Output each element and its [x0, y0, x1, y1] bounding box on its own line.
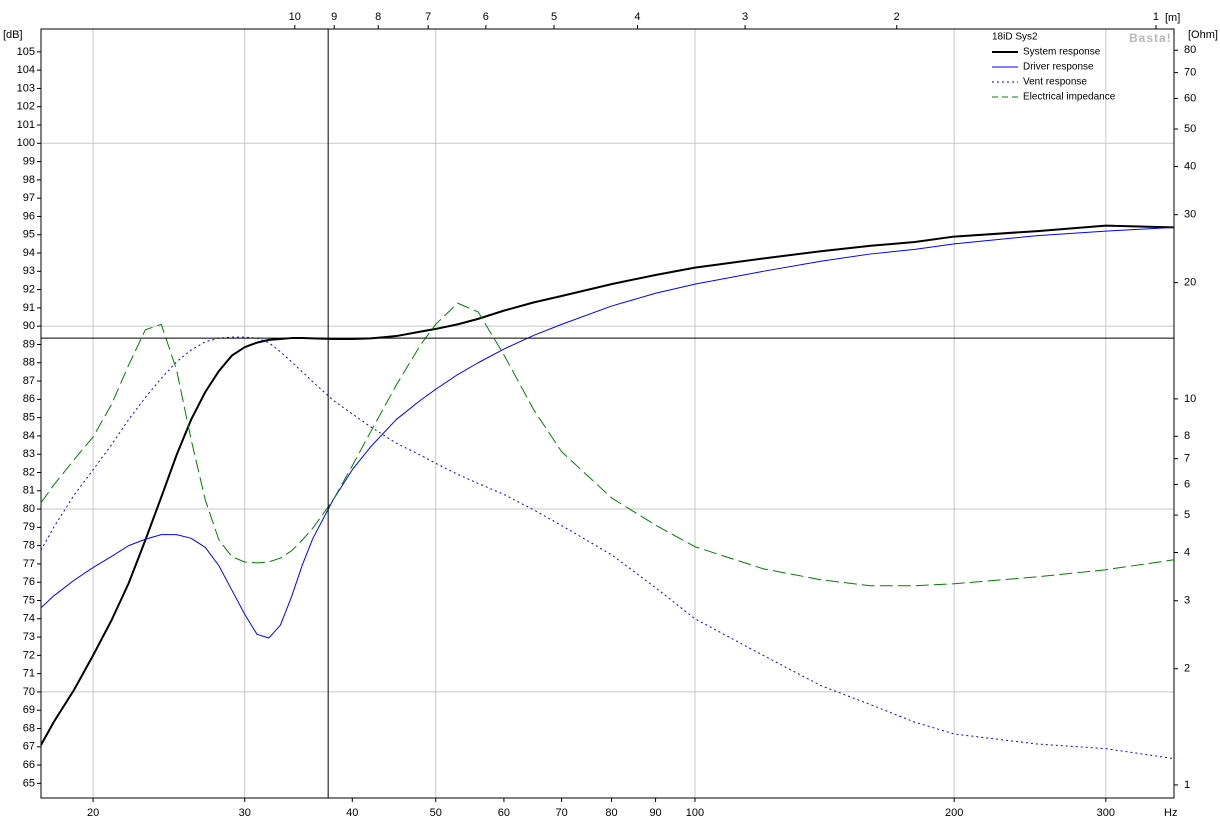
y-tick-label: 100	[17, 137, 35, 149]
y-tick-label: 71	[23, 668, 35, 680]
y2-tick-label: 6	[1184, 478, 1190, 490]
y2-tick-label: 40	[1184, 160, 1196, 172]
legend-title: 18iD Sys2	[992, 32, 1038, 43]
y-tick-label: 88	[23, 357, 35, 369]
x-tick-label: 80	[605, 807, 617, 819]
watermark: Basta!	[1129, 31, 1172, 45]
y-unit: [dB]	[3, 29, 23, 41]
y-tick-label: 98	[23, 174, 35, 186]
x-tick-label: 40	[346, 807, 358, 819]
y-tick-label: 89	[23, 338, 35, 350]
x2-tick-label: 7	[425, 11, 431, 23]
y-tick-label: 87	[23, 375, 35, 387]
y-tick-label: 92	[23, 284, 35, 296]
y2-tick-label: 20	[1184, 277, 1196, 289]
series-line	[40, 226, 1175, 639]
y2-tick-label: 50	[1184, 123, 1196, 135]
y-tick-label: 72	[23, 649, 35, 661]
y2-tick-label: 30	[1184, 209, 1196, 221]
y-tick-label: 77	[23, 558, 35, 570]
y-tick-label: 85	[23, 412, 35, 424]
x2-tick-label: 4	[634, 11, 640, 23]
series-line	[40, 302, 1175, 587]
x-tick-label: 100	[686, 807, 704, 819]
y2-tick-label: 7	[1184, 453, 1190, 465]
legend-label: System response	[1023, 47, 1101, 58]
y-tick-label: 82	[23, 466, 35, 478]
y-tick-label: 70	[23, 686, 35, 698]
x2-unit: [m]	[1165, 12, 1180, 24]
y2-tick-label: 1	[1184, 779, 1190, 791]
x-tick-label: 300	[1097, 807, 1115, 819]
y2-tick-label: 60	[1184, 92, 1196, 104]
x-tick-label: 30	[239, 807, 251, 819]
y-tick-label: 80	[23, 503, 35, 515]
x2-tick-label: 1	[1153, 11, 1159, 23]
y-tick-label: 90	[23, 320, 35, 332]
x2-tick-label: 2	[894, 11, 900, 23]
x2-tick-label: 5	[551, 11, 557, 23]
y-tick-label: 94	[23, 247, 35, 259]
y-tick-label: 91	[23, 302, 35, 314]
y-tick-label: 73	[23, 631, 35, 643]
y-tick-label: 86	[23, 393, 35, 405]
y-tick-label: 75	[23, 594, 35, 606]
y2-tick-label: 3	[1184, 595, 1190, 607]
y-tick-label: 79	[23, 521, 35, 533]
y2-tick-label: 5	[1184, 509, 1190, 521]
y-tick-label: 102	[17, 101, 35, 113]
y2-tick-label: 2	[1184, 663, 1190, 675]
x-tick-label: 50	[430, 807, 442, 819]
y-tick-label: 65	[23, 777, 35, 789]
y2-tick-label: 80	[1184, 44, 1196, 56]
y-tick-label: 83	[23, 448, 35, 460]
x-tick-label: 20	[87, 807, 99, 819]
y-tick-label: 84	[23, 430, 35, 442]
x2-tick-label: 9	[331, 11, 337, 23]
y-tick-label: 97	[23, 192, 35, 204]
y-tick-label: 93	[23, 265, 35, 277]
y-tick-label: 95	[23, 229, 35, 241]
y2-unit: [Ohm]	[1188, 29, 1218, 41]
legend-label: Vent response	[1023, 77, 1087, 88]
x-tick-label: 60	[498, 807, 510, 819]
series-line	[40, 224, 1175, 746]
y-tick-label: 105	[17, 46, 35, 58]
y-tick-label: 99	[23, 155, 35, 167]
y-tick-label: 74	[23, 613, 35, 625]
x-tick-label: 200	[945, 807, 963, 819]
legend-label: Electrical impedance	[1023, 92, 1116, 103]
x2-tick-label: 10	[289, 11, 301, 23]
y-tick-label: 68	[23, 722, 35, 734]
y2-tick-label: 8	[1184, 430, 1190, 442]
y-tick-label: 96	[23, 210, 35, 222]
x2-tick-label: 6	[483, 11, 489, 23]
x-unit: Hz	[1164, 807, 1177, 819]
y-tick-label: 103	[17, 82, 35, 94]
x2-tick-label: 8	[375, 11, 381, 23]
x-tick-label: 90	[649, 807, 661, 819]
x-tick-label: 70	[555, 807, 567, 819]
y-tick-label: 66	[23, 759, 35, 771]
y-tick-label: 69	[23, 704, 35, 716]
y2-tick-label: 10	[1184, 393, 1196, 405]
y-tick-label: 101	[17, 119, 35, 131]
x2-tick-label: 3	[742, 11, 748, 23]
y2-tick-label: 70	[1184, 67, 1196, 79]
y-tick-label: 76	[23, 576, 35, 588]
series-line	[40, 336, 1175, 760]
y-tick-label: 81	[23, 485, 35, 497]
y-tick-label: 78	[23, 540, 35, 552]
y2-tick-label: 4	[1184, 546, 1190, 558]
plot-frame	[40, 28, 1175, 799]
y-tick-label: 104	[17, 64, 35, 76]
y-tick-label: 67	[23, 741, 35, 753]
legend-label: Driver response	[1023, 62, 1094, 73]
